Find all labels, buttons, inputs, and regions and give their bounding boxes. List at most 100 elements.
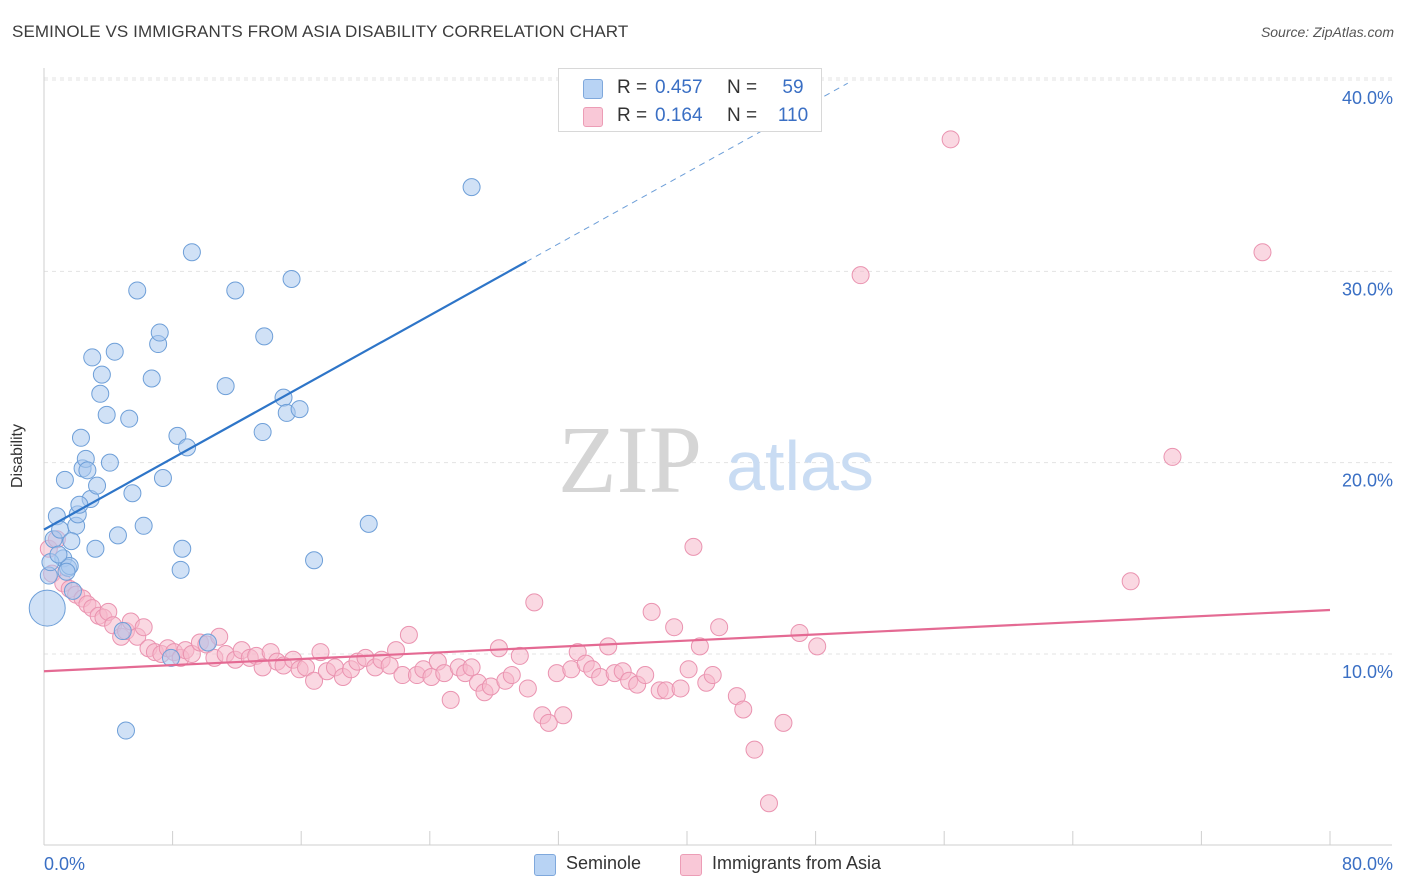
data-point-seminole — [168, 426, 187, 445]
data-point-asia — [665, 618, 684, 637]
data-point-asia — [679, 660, 698, 679]
data-point-asia — [518, 679, 537, 698]
legend-r-label: R = — [617, 77, 648, 98]
data-point-seminole — [100, 453, 119, 472]
data-point-seminole — [123, 484, 142, 503]
legend-n-label: N = — [727, 105, 758, 126]
data-point-asia — [636, 666, 655, 685]
data-point-asia — [1253, 243, 1272, 262]
data-point-seminole — [28, 589, 66, 627]
data-point-seminole — [173, 539, 192, 558]
data-point-seminole — [49, 545, 68, 564]
trend-lines — [43, 82, 1331, 673]
data-point-asia — [642, 602, 661, 621]
legend-r-value: 0.457 — [655, 77, 703, 98]
legend-swatch-asia — [583, 107, 603, 127]
legend-label-asia: Immigrants from Asia — [712, 853, 882, 873]
tick-labels: 10.0% 20.0% 30.0% 40.0% 0.0% 80.0% — [44, 88, 1393, 874]
watermark-zip: ZIP — [558, 406, 702, 513]
data-point-asia — [599, 637, 618, 656]
legend-n-label: N = — [727, 77, 758, 98]
data-point-seminole — [116, 721, 135, 740]
watermark: ZIP atlas — [558, 406, 874, 513]
legend-n-value: 110 — [777, 105, 809, 126]
data-point-asia — [399, 625, 418, 644]
data-point-asia — [525, 593, 544, 612]
axes — [43, 68, 1392, 846]
source-label: Source: ZipAtlas.com — [1260, 24, 1394, 40]
trend-line-asia — [43, 608, 1331, 673]
data-point-seminole — [71, 428, 90, 447]
legend-series: Seminole Immigrants from Asia — [0, 851, 1406, 877]
data-point-seminole — [83, 348, 102, 367]
legend-swatch-asia — [680, 854, 702, 876]
data-point-asia — [851, 266, 870, 285]
trend-line-seminole — [43, 260, 527, 531]
data-point-seminole — [171, 560, 190, 579]
watermark-atlas: atlas — [726, 427, 874, 505]
data-point-asia — [710, 618, 729, 637]
data-point-seminole — [120, 409, 139, 428]
gridlines — [44, 77, 1392, 655]
data-point-seminole — [108, 526, 127, 545]
data-point-asia — [510, 646, 529, 665]
data-point-seminole — [86, 539, 105, 558]
data-point-asia — [380, 656, 399, 675]
data-point-seminole — [57, 562, 76, 581]
data-point-seminole — [153, 468, 172, 487]
data-point-asia — [554, 706, 573, 725]
data-point-seminole — [359, 514, 378, 533]
data-point-asia — [1163, 447, 1182, 466]
legend-n-value: 59 — [782, 77, 804, 98]
y-tick-label: 30.0% — [1342, 279, 1393, 299]
data-point-seminole — [226, 281, 245, 300]
data-point-asia — [1121, 572, 1140, 591]
data-point-asia — [690, 637, 709, 656]
data-point-asia — [671, 679, 690, 698]
data-point-seminole — [128, 281, 147, 300]
series-seminole — [28, 178, 481, 740]
data-point-asia — [684, 537, 703, 556]
data-point-seminole — [282, 269, 301, 288]
y-tick-label: 10.0% — [1342, 662, 1393, 682]
data-point-seminole — [62, 532, 81, 551]
data-point-seminole — [97, 405, 116, 424]
x-tick-label-min: 0.0% — [44, 854, 85, 874]
data-point-seminole — [91, 384, 110, 403]
legend-swatch-seminole — [534, 854, 556, 876]
data-point-seminole — [105, 342, 124, 361]
data-point-asia — [441, 690, 460, 709]
data-point-asia — [790, 623, 809, 642]
legend-r-value: 0.164 — [655, 105, 703, 126]
chart-title: SEMINOLE VS IMMIGRANTS FROM ASIA DISABIL… — [12, 22, 629, 41]
data-point-asia — [539, 713, 558, 732]
data-point-asia — [774, 713, 793, 732]
data-point-seminole — [113, 622, 132, 641]
data-point-seminole — [182, 243, 201, 262]
data-point-asia — [305, 671, 324, 690]
data-point-asia — [462, 658, 481, 677]
data-point-asia — [502, 666, 521, 685]
data-point-seminole — [63, 581, 82, 600]
data-point-seminole — [134, 516, 153, 535]
data-point-asia — [734, 700, 753, 719]
y-tick-label: 20.0% — [1342, 471, 1393, 491]
data-point-seminole — [198, 633, 217, 652]
data-point-asia — [387, 641, 406, 660]
data-point-seminole — [78, 461, 97, 480]
data-point-asia — [941, 130, 960, 149]
legend-row-seminole: R = 0.457 N = 59 — [559, 73, 821, 101]
data-point-seminole — [150, 323, 169, 342]
x-tick-label-max: 80.0% — [1342, 854, 1393, 874]
data-point-seminole — [142, 369, 161, 388]
data-point-asia — [134, 618, 153, 637]
data-point-seminole — [253, 423, 272, 442]
legend-stats: R = 0.457 N = 59 R = 0.164 N = 110 — [558, 68, 822, 132]
data-point-seminole — [216, 377, 235, 396]
y-tick-label: 40.0% — [1342, 88, 1393, 108]
y-axis-label: Disability — [9, 423, 26, 489]
legend-r-label: R = — [617, 105, 648, 126]
legend-row-asia: R = 0.164 N = 110 — [559, 101, 821, 129]
data-point-seminole — [161, 648, 180, 667]
data-point-asia — [311, 643, 330, 662]
